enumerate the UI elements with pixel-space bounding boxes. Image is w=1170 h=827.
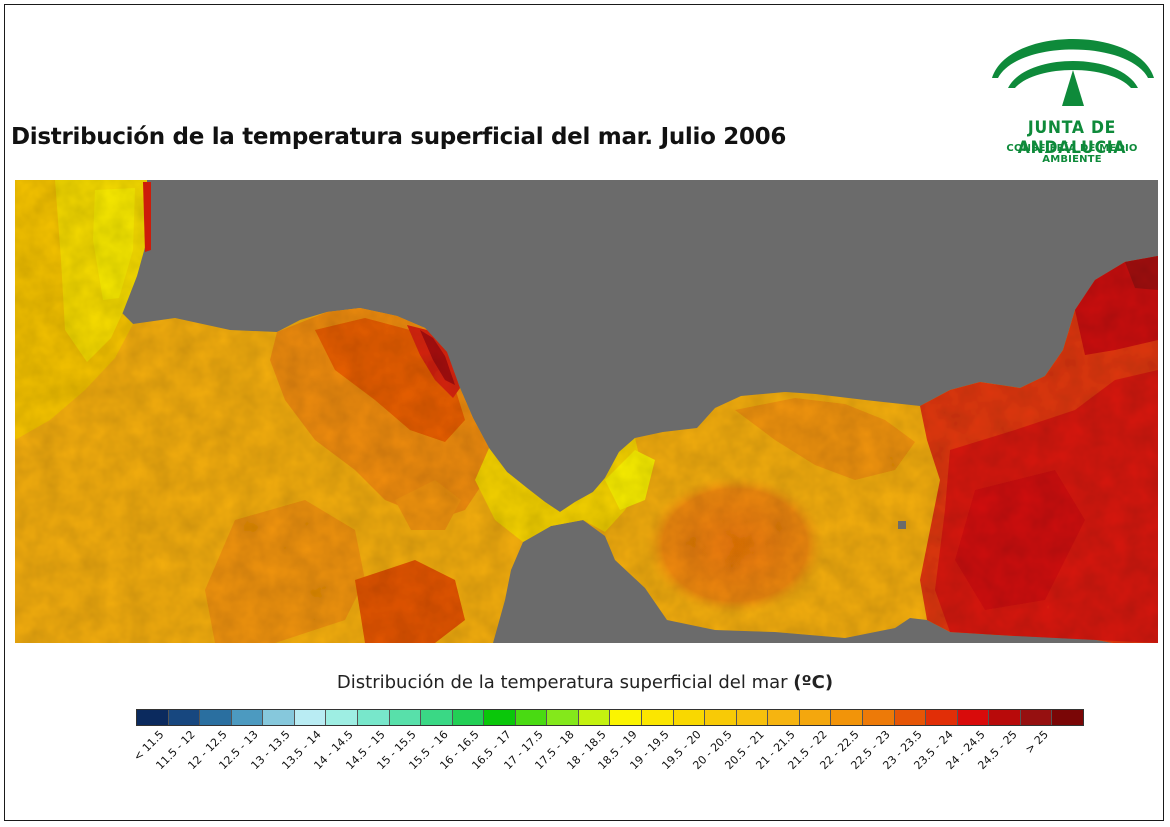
legend-swatch <box>989 710 1021 725</box>
logo-name: JUNTA DE ANDALUCIA <box>1017 118 1127 158</box>
legend-swatch <box>515 710 548 725</box>
legend-swatch <box>578 710 611 725</box>
legend-swatch <box>326 710 358 725</box>
legend-labels: < 11.5 11.5 - 12 12 - 12.5 12.5 - 13 13 - 13… <box>130 728 1084 798</box>
legend-swatch <box>137 710 169 725</box>
legend-swatch <box>673 710 706 725</box>
legend-swatch <box>294 710 327 725</box>
sea-surface <box>15 180 1158 643</box>
legend-title-text: Distribución de la temperatura superfici… <box>336 672 788 693</box>
legend-swatch <box>421 710 453 725</box>
legend-swatch <box>231 710 264 725</box>
legend-swatch <box>547 710 579 725</box>
island-marker <box>898 521 906 529</box>
legend-swatch <box>768 710 800 725</box>
legend-swatch <box>200 710 232 725</box>
legend-swatch <box>957 710 990 725</box>
legend-swatch <box>168 710 201 725</box>
logo-emblem-icon <box>992 39 1154 106</box>
legend-title: Distribución de la temperatura superfici… <box>0 672 1170 693</box>
junta-de-andalucia-logo: JUNTA DE ANDALUCIA CONSEJERÍA DE MEDIO A… <box>982 14 1162 165</box>
legend-swatch <box>452 710 485 725</box>
legend-unit: (ºC) <box>793 672 834 693</box>
legend-swatch <box>389 710 422 725</box>
legend-class-text: > 25 <box>1022 728 1051 757</box>
coastal-hotspot <box>143 182 151 252</box>
legend-swatch <box>263 710 295 725</box>
sea-temperature-map <box>15 180 1158 643</box>
legend-color-bar <box>136 709 1084 726</box>
legend-swatch <box>926 710 958 725</box>
legend-swatch <box>1020 710 1053 725</box>
legend-swatch <box>862 710 895 725</box>
legend-swatch <box>1052 710 1083 725</box>
figure-frame <box>4 4 1164 821</box>
legend-swatch <box>894 710 927 725</box>
logo-department: CONSEJERÍA DE MEDIO AMBIENTE <box>1006 143 1138 165</box>
legend-swatch <box>484 710 516 725</box>
legend-swatch <box>357 710 390 725</box>
legend-swatch <box>736 710 769 725</box>
legend-swatch <box>610 710 642 725</box>
legend-swatch <box>831 710 863 725</box>
legend-swatch <box>705 710 737 725</box>
legend-swatch <box>642 710 674 725</box>
legend-swatch <box>799 710 832 725</box>
page-title: Distribución de la temperatura superfici… <box>11 124 787 150</box>
